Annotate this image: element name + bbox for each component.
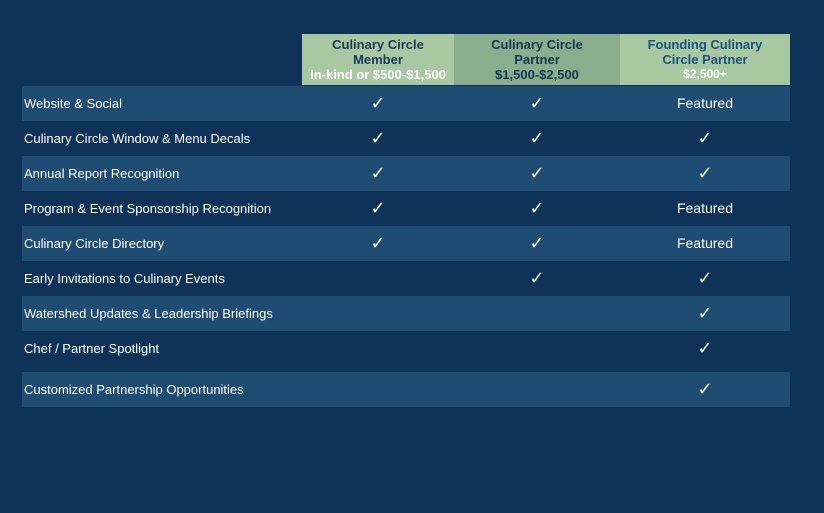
empty-cell	[454, 331, 620, 366]
tier-price: $1,500-$2,500	[495, 67, 579, 82]
tier-price: In-kind or $500-$1,500	[310, 67, 446, 82]
table-row: Culinary Circle Directory ✓ ✓ Featured	[22, 226, 790, 261]
check-icon: ✓	[529, 268, 545, 289]
table-row: Culinary Circle Window & Menu Decals ✓ ✓ ✓	[22, 121, 790, 156]
table-row: Watershed Updates & Leadership Briefings…	[22, 296, 790, 331]
check-icon: ✓	[697, 338, 713, 359]
benefit-label: Early Invitations to Culinary Events	[24, 271, 225, 286]
benefit-label: Culinary Circle Window & Menu Decals	[24, 131, 251, 146]
benefit-label: Annual Report Recognition	[24, 166, 180, 181]
table-row: Program & Event Sponsorship Recognition ✓…	[22, 191, 790, 226]
tier-name-line2: Partner	[514, 52, 560, 67]
check-icon: ✓	[697, 379, 713, 400]
check-icon: ✓	[370, 163, 386, 184]
empty-cell	[302, 296, 454, 331]
table-row: Customized Partnership Opportunities ✓	[22, 372, 790, 407]
benefit-label: Program & Event Sponsorship Recognition	[24, 201, 272, 216]
check-icon: ✓	[697, 128, 713, 149]
tier-name-line2: Member	[353, 52, 403, 67]
tier-name-line1: Culinary Circle	[491, 37, 583, 52]
benefit-label: Chef / Partner Spotlight	[24, 341, 160, 356]
featured-label: Featured	[676, 95, 734, 111]
check-icon: ✓	[370, 93, 386, 114]
check-icon: ✓	[370, 128, 386, 149]
empty-cell	[302, 372, 454, 407]
check-icon: ✓	[529, 233, 545, 254]
featured-label: Featured	[676, 235, 734, 251]
check-icon: ✓	[370, 233, 386, 254]
tier-header-member: Culinary Circle Member In-kind or $500-$…	[302, 34, 454, 85]
check-icon: ✓	[697, 163, 713, 184]
featured-label: Featured	[676, 200, 734, 216]
tier-name-line2: Circle Partner	[662, 52, 748, 67]
tier-header-founding-partner: Founding Culinary Circle Partner $2,500+	[620, 34, 790, 85]
tier-header-partner: Culinary Circle Partner $1,500-$2,500	[454, 34, 620, 85]
benefit-label: Customized Partnership Opportunities	[24, 382, 244, 397]
check-icon: ✓	[697, 268, 713, 289]
empty-cell	[454, 372, 620, 407]
check-icon: ✓	[697, 303, 713, 324]
benefit-label: Watershed Updates & Leadership Briefings	[24, 306, 273, 321]
check-icon: ✓	[529, 128, 545, 149]
check-icon: ✓	[529, 93, 545, 114]
benefit-label: Culinary Circle Directory	[24, 236, 165, 251]
empty-cell	[302, 331, 454, 366]
tier-price: $2,500+	[683, 67, 727, 81]
table-row: Chef / Partner Spotlight ✓	[22, 331, 790, 366]
empty-cell	[302, 261, 454, 296]
benefit-label: Website & Social	[24, 96, 123, 111]
check-icon: ✓	[529, 198, 545, 219]
table-row: Annual Report Recognition ✓ ✓ ✓	[22, 156, 790, 191]
table-row: Website & Social ✓ ✓ Featured	[22, 86, 790, 121]
tier-name-line1: Culinary Circle	[332, 37, 424, 52]
table-row: Early Invitations to Culinary Events ✓ ✓	[22, 261, 790, 296]
tier-name-line1: Founding Culinary	[647, 37, 763, 52]
check-icon: ✓	[370, 198, 386, 219]
empty-cell	[454, 296, 620, 331]
check-icon: ✓	[529, 163, 545, 184]
